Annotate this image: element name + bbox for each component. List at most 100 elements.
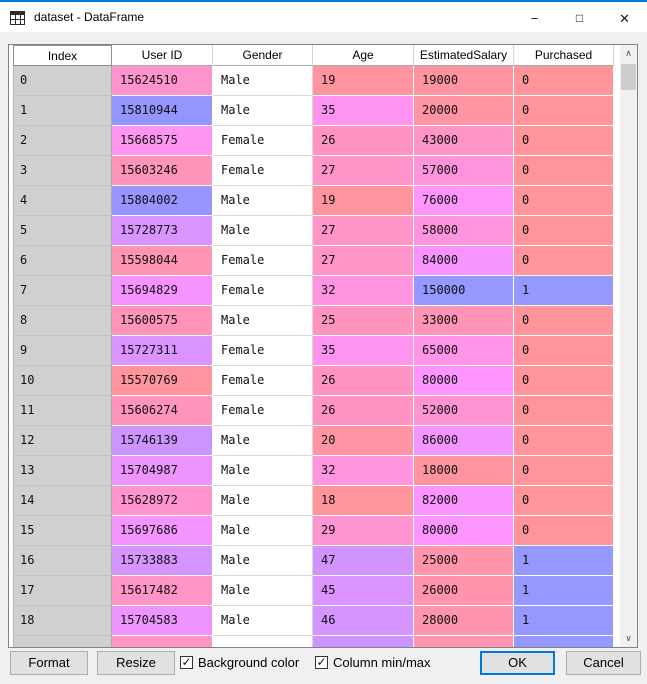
- data-cell[interactable]: Female: [213, 126, 313, 156]
- data-cell[interactable]: 15810944: [112, 96, 213, 126]
- data-cell[interactable]: 27: [313, 216, 414, 246]
- data-cell[interactable]: Female: [213, 336, 313, 366]
- data-cell[interactable]: 25: [313, 306, 414, 336]
- row-index-cell[interactable]: [13, 636, 112, 647]
- data-cell[interactable]: 15704987: [112, 456, 213, 486]
- data-cell[interactable]: Male: [213, 576, 313, 606]
- data-cell[interactable]: 15603246: [112, 156, 213, 186]
- data-cell[interactable]: Male: [213, 186, 313, 216]
- data-cell[interactable]: Female: [213, 276, 313, 306]
- data-cell[interactable]: 29: [313, 516, 414, 546]
- ok-button[interactable]: OK: [480, 651, 555, 675]
- data-cell[interactable]: Male: [213, 96, 313, 126]
- data-cell[interactable]: 33000: [414, 306, 514, 336]
- column-minmax-checkbox[interactable]: ✓: [315, 655, 328, 669]
- data-cell[interactable]: 0: [514, 246, 614, 276]
- data-cell[interactable]: 86000: [414, 426, 514, 456]
- scroll-up-icon[interactable]: ∧: [625, 48, 632, 58]
- row-index-cell[interactable]: 6: [13, 246, 112, 276]
- data-cell[interactable]: 20: [313, 426, 414, 456]
- data-cell[interactable]: Male: [213, 306, 313, 336]
- row-index-cell[interactable]: 7: [13, 276, 112, 306]
- data-cell[interactable]: 35: [313, 96, 414, 126]
- row-index-cell[interactable]: 3: [13, 156, 112, 186]
- data-cell[interactable]: 1: [514, 576, 614, 606]
- row-index-cell[interactable]: 14: [13, 486, 112, 516]
- data-cell[interactable]: 45: [313, 576, 414, 606]
- data-cell[interactable]: [514, 636, 614, 647]
- data-cell[interactable]: 27: [313, 246, 414, 276]
- column-header-index[interactable]: Index: [13, 45, 112, 66]
- data-cell[interactable]: 15727311: [112, 336, 213, 366]
- data-cell[interactable]: 15570769: [112, 366, 213, 396]
- data-cell[interactable]: 15606274: [112, 396, 213, 426]
- data-cell[interactable]: 0: [514, 66, 614, 96]
- column-header-estimatedsalary[interactable]: EstimatedSalary: [414, 45, 514, 66]
- column-header-user-id[interactable]: User ID: [112, 45, 213, 66]
- data-cell[interactable]: [313, 636, 414, 647]
- data-cell[interactable]: Male: [213, 486, 313, 516]
- format-button[interactable]: Format: [10, 651, 88, 675]
- data-cell[interactable]: 0: [514, 456, 614, 486]
- data-cell[interactable]: 0: [514, 486, 614, 516]
- column-header-gender[interactable]: Gender: [213, 45, 313, 66]
- data-cell[interactable]: Male: [213, 426, 313, 456]
- data-cell[interactable]: Female: [213, 366, 313, 396]
- data-cell[interactable]: 26: [313, 366, 414, 396]
- data-cell[interactable]: 1: [514, 276, 614, 306]
- data-cell[interactable]: [112, 636, 213, 647]
- cancel-button[interactable]: Cancel: [566, 651, 641, 675]
- data-cell[interactable]: 0: [514, 336, 614, 366]
- data-cell[interactable]: 65000: [414, 336, 514, 366]
- data-cell[interactable]: 0: [514, 96, 614, 126]
- row-index-cell[interactable]: 5: [13, 216, 112, 246]
- data-cell[interactable]: 19000: [414, 66, 514, 96]
- data-cell[interactable]: 15697686: [112, 516, 213, 546]
- data-cell[interactable]: 1: [514, 546, 614, 576]
- data-cell[interactable]: 20000: [414, 96, 514, 126]
- data-cell[interactable]: 80000: [414, 366, 514, 396]
- data-cell[interactable]: 82000: [414, 486, 514, 516]
- data-cell[interactable]: 0: [514, 156, 614, 186]
- maximize-button[interactable]: □: [575, 11, 584, 25]
- column-header-age[interactable]: Age: [313, 45, 414, 66]
- data-cell[interactable]: 27: [313, 156, 414, 186]
- data-cell[interactable]: Male: [213, 606, 313, 636]
- row-index-cell[interactable]: 4: [13, 186, 112, 216]
- data-cell[interactable]: Male: [213, 516, 313, 546]
- data-cell[interactable]: 46: [313, 606, 414, 636]
- data-cell[interactable]: 32: [313, 276, 414, 306]
- data-cell[interactable]: Male: [213, 546, 313, 576]
- row-index-cell[interactable]: 2: [13, 126, 112, 156]
- data-cell[interactable]: 0: [514, 366, 614, 396]
- data-cell[interactable]: 76000: [414, 186, 514, 216]
- minimize-button[interactable]: −: [530, 11, 539, 26]
- data-cell[interactable]: 26: [313, 396, 414, 426]
- data-cell[interactable]: 19: [313, 66, 414, 96]
- data-cell[interactable]: 19: [313, 186, 414, 216]
- row-index-cell[interactable]: 9: [13, 336, 112, 366]
- row-index-cell[interactable]: 15: [13, 516, 112, 546]
- data-cell[interactable]: 28000: [414, 606, 514, 636]
- data-cell[interactable]: 58000: [414, 216, 514, 246]
- row-index-cell[interactable]: 12: [13, 426, 112, 456]
- data-cell[interactable]: 26000: [414, 576, 514, 606]
- data-cell[interactable]: 26: [313, 126, 414, 156]
- row-index-cell[interactable]: 17: [13, 576, 112, 606]
- row-index-cell[interactable]: 0: [13, 66, 112, 96]
- data-cell[interactable]: 52000: [414, 396, 514, 426]
- data-cell[interactable]: 18000: [414, 456, 514, 486]
- data-cell[interactable]: 15628972: [112, 486, 213, 516]
- data-cell[interactable]: 0: [514, 396, 614, 426]
- data-cell[interactable]: 0: [514, 186, 614, 216]
- data-cell[interactable]: 15733883: [112, 546, 213, 576]
- data-cell[interactable]: 47: [313, 546, 414, 576]
- data-cell[interactable]: 15598044: [112, 246, 213, 276]
- data-cell[interactable]: 15704583: [112, 606, 213, 636]
- row-index-cell[interactable]: 10: [13, 366, 112, 396]
- data-cell[interactable]: 0: [514, 306, 614, 336]
- data-cell[interactable]: Male: [213, 216, 313, 246]
- vertical-scrollbar[interactable]: ∧ ∨: [620, 45, 637, 647]
- data-cell[interactable]: 0: [514, 216, 614, 246]
- data-cell[interactable]: 15694829: [112, 276, 213, 306]
